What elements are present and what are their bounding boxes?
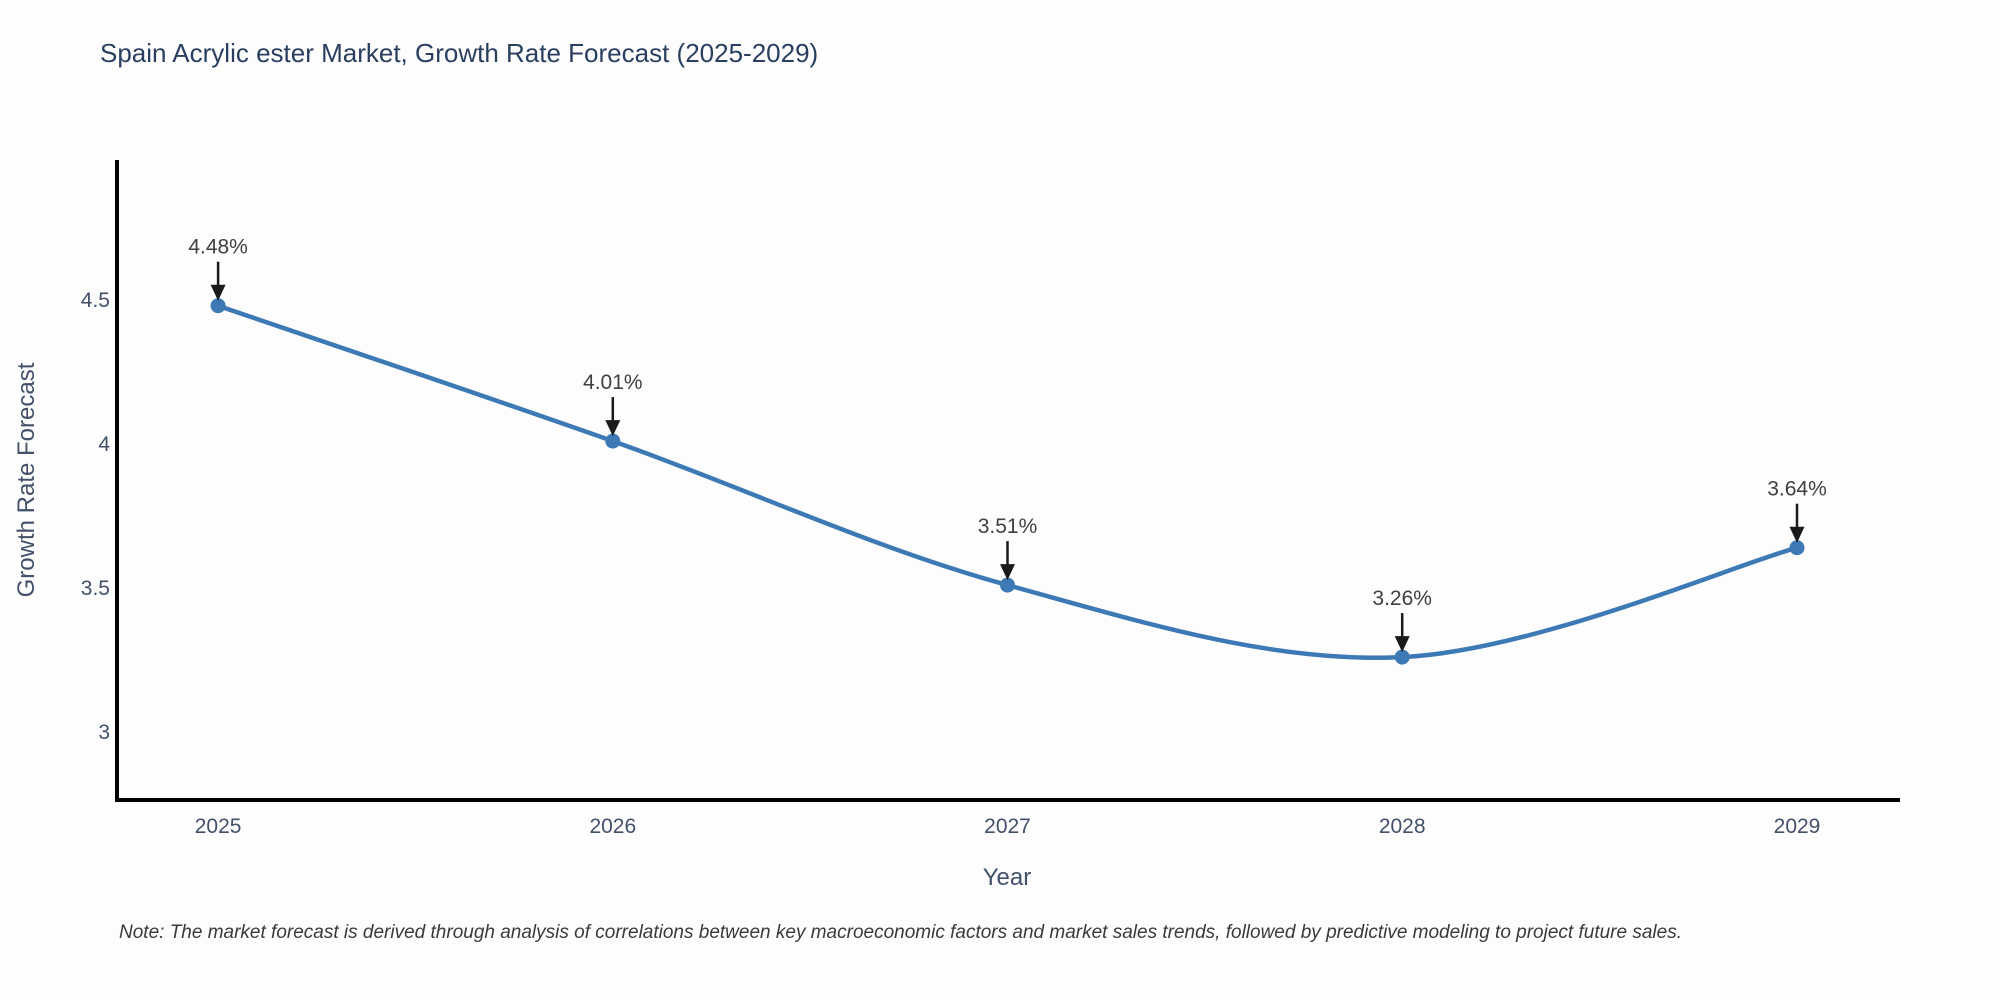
x-axis-title: Year <box>982 864 1032 891</box>
point-label: 4.01% <box>583 371 643 394</box>
y-tick-label: 4 <box>98 433 110 456</box>
point-label: 3.64% <box>1767 478 1827 501</box>
x-tick-label: 2029 <box>1774 815 1821 838</box>
data-point[interactable] <box>1000 577 1015 593</box>
annotation-arrowhead <box>210 284 226 301</box>
annotation-arrowhead <box>1789 526 1805 543</box>
x-tick-label: 2028 <box>1379 815 1426 838</box>
y-axis-title: Growth Rate Forecast <box>13 362 40 598</box>
y-tick-label: 3 <box>98 721 110 744</box>
x-tick-label: 2026 <box>589 815 636 838</box>
chart-title: Spain Acrylic ester Market, Growth Rate … <box>100 38 819 68</box>
footnote: Note: The market forecast is derived thr… <box>119 922 1682 943</box>
annotation-arrowhead <box>605 420 621 437</box>
trend-line <box>217 303 1798 660</box>
data-point[interactable] <box>1394 649 1410 665</box>
annotation-arrowhead <box>1394 636 1410 653</box>
data-point[interactable] <box>210 298 226 314</box>
point-label: 4.48% <box>188 236 248 259</box>
x-tick-label: 2025 <box>195 815 242 838</box>
data-point[interactable] <box>605 433 621 449</box>
x-tick-label: 2027 <box>984 815 1031 838</box>
annotation-arrowhead <box>1000 564 1015 581</box>
data-point[interactable] <box>1789 540 1805 556</box>
point-label: 3.51% <box>978 515 1038 538</box>
y-tick-label: 4.5 <box>81 289 110 312</box>
point-label: 3.26% <box>1372 587 1432 610</box>
y-tick-label: 3.5 <box>81 577 110 600</box>
